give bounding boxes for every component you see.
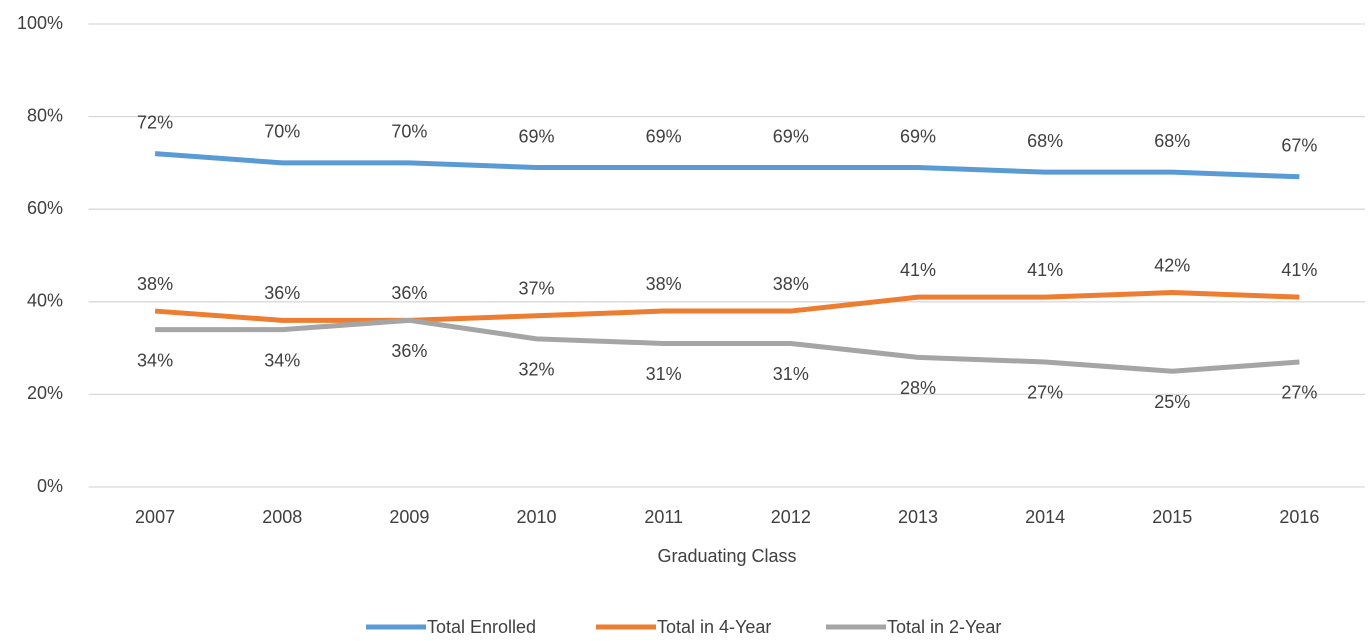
data-label: 38%	[646, 274, 682, 294]
data-label: 68%	[1027, 131, 1063, 151]
data-label: 27%	[1281, 383, 1317, 403]
x-tick-label: 2013	[898, 507, 938, 527]
data-label: 25%	[1154, 392, 1190, 412]
data-label: 32%	[519, 360, 555, 380]
data-label: 69%	[519, 126, 555, 146]
data-label: 38%	[773, 274, 809, 294]
legend-label: Total in 2-Year	[887, 617, 1001, 637]
data-label: 68%	[1154, 131, 1190, 151]
x-tick-label: 2014	[1025, 507, 1065, 527]
data-label: 27%	[1027, 383, 1063, 403]
data-label: 37%	[519, 278, 555, 298]
data-label: 34%	[137, 350, 173, 370]
data-label: 69%	[900, 126, 936, 146]
x-axis-title: Graduating Class	[657, 546, 796, 566]
x-tick-label: 2010	[517, 507, 557, 527]
y-tick-label: 40%	[27, 291, 63, 311]
x-tick-label: 2016	[1279, 507, 1319, 527]
data-label: 41%	[1027, 260, 1063, 280]
x-tick-label: 2015	[1152, 507, 1192, 527]
data-label: 31%	[646, 364, 682, 384]
data-label: 67%	[1281, 136, 1317, 156]
data-label: 36%	[391, 341, 427, 361]
series-line	[154, 151, 1300, 180]
data-label: 70%	[264, 122, 300, 142]
data-label: 34%	[264, 350, 300, 370]
data-label: 31%	[773, 364, 809, 384]
data-label: 36%	[391, 283, 427, 303]
y-tick-label: 100%	[17, 13, 63, 33]
data-label: 42%	[1154, 255, 1190, 275]
x-tick-label: 2011	[644, 507, 683, 527]
x-tick-label: 2008	[262, 507, 302, 527]
y-tick-label: 20%	[27, 383, 63, 403]
data-label: 70%	[391, 122, 427, 142]
data-label: 69%	[773, 126, 809, 146]
data-label: 69%	[646, 126, 682, 146]
series-line	[155, 317, 1300, 374]
data-label: 41%	[900, 260, 936, 280]
legend-label: Total Enrolled	[427, 617, 536, 637]
y-tick-label: 80%	[27, 105, 63, 125]
data-label: 72%	[137, 112, 173, 132]
data-label: 38%	[137, 274, 173, 294]
data-label: 28%	[900, 378, 936, 398]
legend-label: Total in 4-Year	[657, 617, 771, 637]
x-tick-label: 2012	[771, 507, 811, 527]
x-tick-label: 2007	[135, 507, 175, 527]
x-tick-label: 2009	[389, 507, 429, 527]
y-tick-label: 0%	[37, 476, 63, 496]
data-label: 36%	[264, 283, 300, 303]
y-tick-label: 60%	[27, 198, 63, 218]
series-line	[154, 290, 1300, 323]
data-label: 41%	[1281, 260, 1317, 280]
